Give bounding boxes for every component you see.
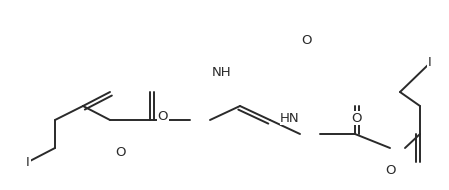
Text: O: O	[115, 146, 125, 158]
Text: O: O	[158, 111, 168, 124]
Text: O: O	[385, 164, 395, 177]
Text: O: O	[302, 33, 312, 47]
Text: I: I	[26, 155, 30, 169]
Text: O: O	[351, 112, 361, 124]
Text: I: I	[428, 56, 432, 70]
Text: HN: HN	[280, 112, 300, 124]
Text: NH: NH	[212, 66, 232, 79]
